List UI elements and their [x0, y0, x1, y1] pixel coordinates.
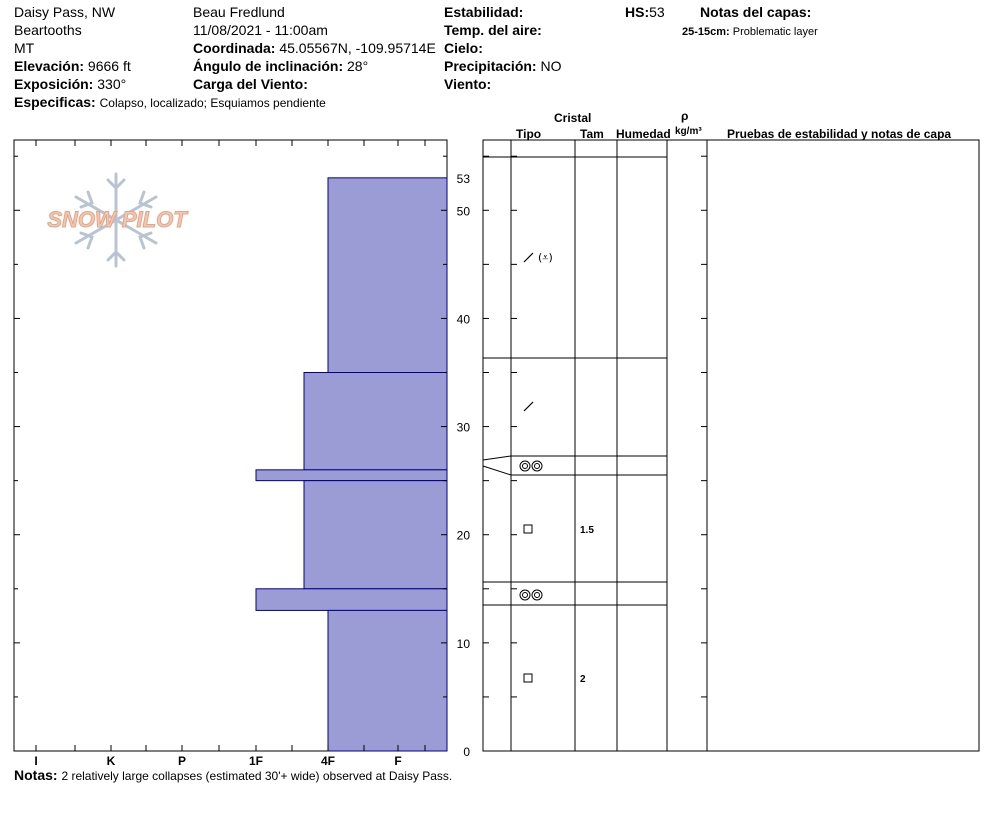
moisture-header: Humedad: [616, 127, 671, 141]
layer-connector: [482, 465, 512, 476]
y-tick-label: 30: [457, 421, 471, 435]
coordinates: Coordinada: 45.05567N, -109.95714E: [193, 40, 436, 56]
precip-value: NO: [540, 58, 562, 74]
layer-note-text: Problematic layer: [732, 26, 818, 38]
grain-type-melt-forms: [519, 460, 543, 472]
hardness-label: 1F: [249, 754, 263, 768]
size-header: Tam: [580, 127, 604, 141]
wind-label: Viento:: [444, 76, 492, 92]
precipitation: Precipitación: NO: [444, 58, 561, 74]
hardness-label: 4F: [321, 754, 335, 768]
density-unit-header: kg/m³: [675, 126, 702, 137]
aspect-value: 330°: [97, 76, 127, 92]
type-header: Tipo: [516, 127, 542, 141]
crystal-header: Cristal: [554, 111, 592, 125]
notes: Notas: 2 relatively large collapses (est…: [14, 767, 452, 784]
snow-height-label: 53: [457, 172, 471, 186]
y-tick-label: 10: [457, 637, 471, 651]
y-tick-label: 50: [457, 204, 471, 218]
hardness-label: I: [34, 754, 37, 768]
notes-value: 2 relatively large collapses (estimated …: [61, 769, 453, 783]
grain-type-decomposing-and-surface-hoar: (⩡): [523, 251, 553, 264]
slope-value: 28°: [347, 58, 369, 74]
elevation: Elevación: 9666 ft: [14, 58, 131, 74]
grain-size: 1.5: [580, 525, 594, 536]
hardness-bar: [303, 372, 448, 471]
hardness-bar: [255, 469, 448, 482]
precip-label: Precipitación:: [444, 58, 537, 74]
y-tick-label: 20: [457, 529, 471, 543]
air-temp-label: Temp. del aire:: [444, 22, 542, 38]
notes-label: Notas:: [14, 767, 58, 783]
slope-angle: Ángulo de inclinación: 28°: [193, 58, 368, 74]
grain-type-faceted: [523, 524, 533, 534]
specifics-label: Especificas:: [14, 94, 96, 110]
hardness-label: F: [394, 754, 401, 768]
sky-label: Cielo:: [444, 40, 483, 56]
stability-label: Estabilidad:: [444, 4, 524, 20]
coord-label: Coordinada:: [193, 40, 276, 56]
range: Beartooths: [14, 22, 82, 38]
slope-label: Ángulo de inclinación:: [193, 58, 344, 74]
rho-header: ρ: [681, 109, 689, 123]
tests-header: Pruebas de estabilidad y notas de capa: [727, 127, 952, 141]
grain-type-decomposing: [523, 401, 534, 412]
hardness-bar: [303, 480, 448, 590]
crystal-table-frame: [482, 139, 980, 752]
hardness-label: P: [178, 754, 186, 768]
elevation-label: Elevación:: [14, 58, 85, 74]
aspect: Exposición: 330°: [14, 76, 126, 92]
layer-notes-label: Notas del capas:: [700, 4, 812, 20]
aspect-label: Exposición:: [14, 76, 94, 92]
state: MT: [14, 40, 35, 56]
datetime: 11/08/2021 - 11:00am: [193, 22, 328, 38]
hs-value: 53: [649, 4, 665, 20]
grain-type-faceted: [523, 673, 533, 683]
wind-load-label: Carga del Viento:: [193, 76, 308, 92]
y-tick-label: 0: [463, 745, 470, 759]
coord-value: 45.05567N, -109.95714E: [279, 40, 436, 56]
hs-label: HS:: [625, 4, 650, 20]
observer: Beau Fredlund: [193, 4, 285, 20]
grain-size: 2: [580, 674, 586, 685]
svg-text:(⩡): (⩡): [538, 251, 553, 264]
layer-connector: [482, 455, 512, 461]
hardness-bar: [255, 588, 448, 611]
hardness-bar: [327, 177, 448, 374]
logo-text: SNOW PILOT: [47, 207, 188, 232]
snow-height: HS:53: [625, 4, 665, 20]
hardness-bar: [327, 609, 448, 752]
grain-type-melt-forms: [519, 589, 543, 601]
layer-note: 25-15cm: Problematic layer: [682, 24, 818, 40]
elevation-value: 9666 ft: [87, 58, 131, 74]
layer-note-range: 25-15cm:: [682, 26, 730, 38]
specifics-value: Colapso, localizado; Esquiamos pendiente: [99, 96, 326, 110]
hardness-label: K: [107, 754, 116, 768]
y-tick-label: 40: [457, 312, 471, 326]
specifics: Especificas: Colapso, localizado; Esquia…: [14, 94, 326, 111]
location: Daisy Pass, NW: [14, 4, 116, 20]
snowpilot-logo: SNOW PILOT: [47, 172, 189, 268]
